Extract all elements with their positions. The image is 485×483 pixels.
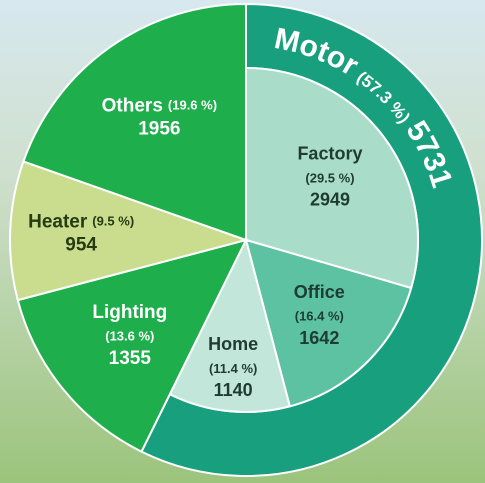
inner-slice <box>168 237 292 413</box>
slice-share: (19.6 %) <box>168 98 217 113</box>
slice <box>16 238 248 453</box>
slice-name: Factory <box>297 144 362 164</box>
slice-value: 2949 <box>310 190 350 210</box>
slice-name: Heater <box>28 211 88 232</box>
slice-name: Office <box>294 282 345 302</box>
slice-name: Home <box>208 334 258 354</box>
slice-name: Others <box>102 96 163 117</box>
slice-share: (29.5 %) <box>305 170 354 185</box>
pie <box>9 2 483 477</box>
slice-label: Heater (9.5 %) <box>28 211 134 232</box>
slice <box>9 160 250 302</box>
slice-value: 1355 <box>109 348 152 369</box>
inner-slice <box>245 66 419 290</box>
slice-value: 1140 <box>214 380 253 400</box>
slice-share: (9.5 %) <box>92 214 134 229</box>
slice-value: 1642 <box>299 328 339 348</box>
slice <box>22 2 247 242</box>
slice-value: 1956 <box>138 119 180 140</box>
slice-label: Others (19.6 %) <box>102 96 217 117</box>
inner-slice <box>244 238 413 408</box>
slice-share: (16.4 %) <box>295 309 344 324</box>
slice-share: (11.4 %) <box>209 361 257 376</box>
slice-value: 954 <box>65 234 97 255</box>
slice-name: Lighting <box>92 302 167 323</box>
slice-share: (13.6 %) <box>105 328 154 343</box>
